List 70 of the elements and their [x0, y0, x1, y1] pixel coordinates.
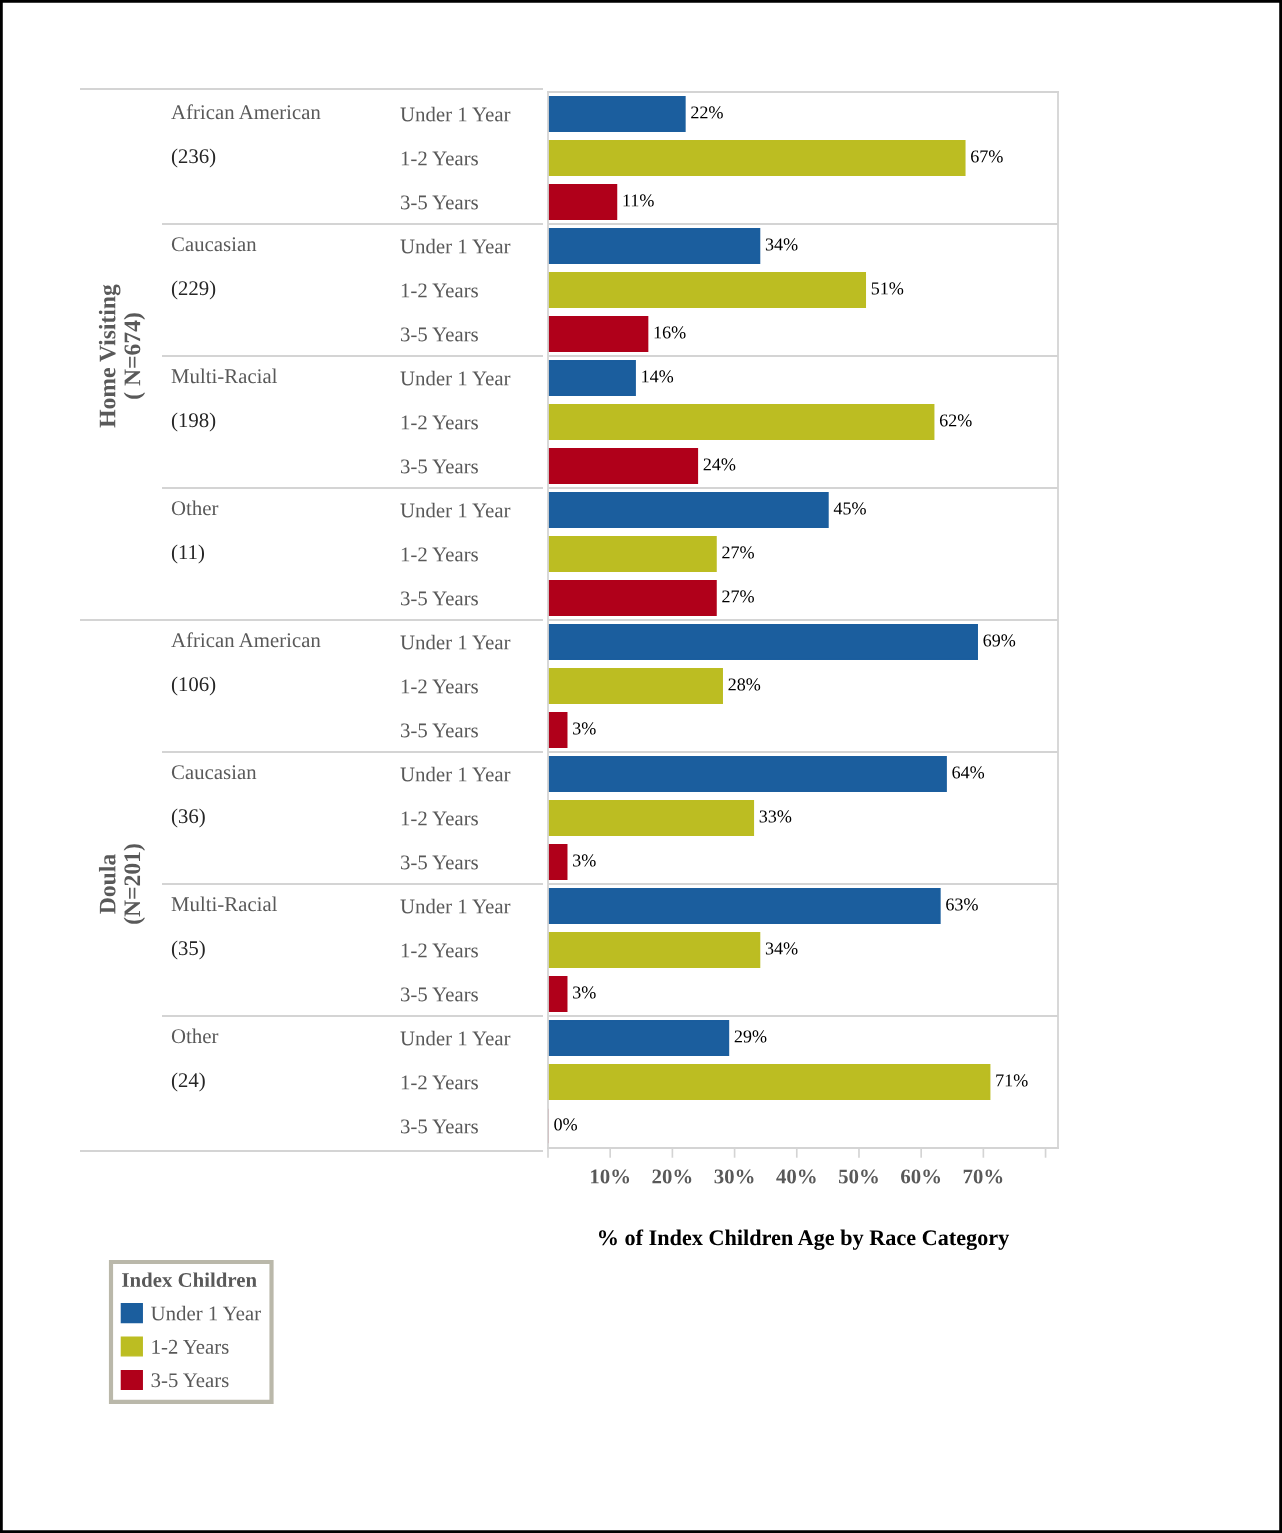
- data-label: 63%: [946, 898, 978, 911]
- y-tick-label: Under 1 Year: [400, 634, 511, 650]
- data-label: 27%: [722, 546, 754, 559]
- x-tick-label: 40%: [776, 1169, 816, 1184]
- y-tick-label: Under 1 Year: [400, 370, 511, 386]
- text: Other (11): [171, 500, 219, 564]
- x-tick-label: 30%: [714, 1169, 754, 1184]
- data-label: 64%: [952, 766, 985, 779]
- data-label: 3%: [573, 986, 596, 999]
- data-label: 51%: [871, 282, 904, 295]
- data-label: 34%: [765, 238, 798, 251]
- y-tick-label: 3-5 Years: [401, 327, 478, 342]
- data-label: 62%: [939, 414, 972, 427]
- y-tick-label: 1-2 Years: [401, 679, 478, 694]
- y-tick-label: 3-5 Years: [401, 855, 478, 870]
- y-tick-label: 1-2 Years: [401, 415, 478, 430]
- data-label: 67%: [971, 150, 1003, 163]
- text: African American (106): [171, 632, 321, 696]
- y-tick-label: 1-2 Years: [401, 151, 478, 166]
- text: Caucasian (229): [171, 237, 257, 300]
- data-label: 3%: [573, 854, 596, 867]
- x-axis-title: % of Index Children Age by Race Category: [599, 1229, 1010, 1250]
- y-tick-label: 1-2 Years: [401, 811, 478, 826]
- data-label: 27%: [722, 590, 754, 603]
- x-tick-label: 50%: [838, 1169, 878, 1184]
- data-label: 69%: [983, 634, 1016, 647]
- x-tick-label: 20%: [652, 1169, 692, 1184]
- x-tick-label: 10%: [591, 1169, 630, 1184]
- y-tick-label: 1-2 Years: [401, 547, 478, 562]
- legend-label: 3-5 Years: [151, 1373, 229, 1388]
- y-tick-label: 1-2 Years: [401, 943, 478, 958]
- y-tick-label: 3-5 Years: [401, 591, 478, 606]
- data-label: 45%: [833, 502, 866, 515]
- data-label: 33%: [759, 810, 792, 823]
- y-tick-label: 3-5 Years: [401, 987, 478, 1002]
- data-label: 14%: [642, 370, 674, 383]
- x-tick-label: 70%: [963, 1169, 1003, 1184]
- y-tick-label: Under 1 Year: [400, 898, 511, 914]
- data-label: 29%: [734, 1030, 767, 1043]
- y-tick-label: 1-2 Years: [401, 283, 478, 298]
- y-tick-label: Under 1 Year: [400, 502, 511, 518]
- y-tick-label: 1-2 Years: [401, 1075, 478, 1090]
- y-tick-label: Under 1 Year: [400, 1030, 511, 1046]
- y-tick-label: Under 1 Year: [400, 766, 511, 782]
- data-label: 3%: [573, 722, 596, 735]
- text: Multi-Racial (198): [171, 368, 278, 432]
- data-label: 28%: [728, 678, 761, 691]
- text: Home Visiting ( N=674): [98, 284, 146, 428]
- data-label: 24%: [703, 458, 736, 471]
- y-tick-label: 3-5 Years: [401, 459, 478, 474]
- legend-title: Index Children: [122, 1272, 257, 1288]
- data-label: 71%: [996, 1074, 1028, 1087]
- y-tick-label: 3-5 Years: [401, 1119, 478, 1134]
- text: African American (236): [171, 104, 321, 168]
- data-label: 11%: [623, 194, 654, 207]
- legend-label: 1-2 Years: [152, 1339, 229, 1354]
- data-label: 22%: [691, 106, 723, 119]
- data-label: 34%: [765, 942, 798, 955]
- y-tick-label: Under 1 Year: [400, 106, 511, 122]
- data-label: 16%: [654, 326, 686, 339]
- text: Doula (N=201): [98, 844, 146, 924]
- text: Other (24): [171, 1028, 219, 1092]
- y-tick-label: 3-5 Years: [401, 195, 478, 210]
- legend-label: Under 1 Year: [151, 1305, 261, 1321]
- data-label: 0%: [554, 1118, 578, 1131]
- y-tick-label: Under 1 Year: [400, 238, 511, 254]
- text: Multi-Racial (35): [171, 896, 278, 960]
- y-tick-label: 3-5 Years: [401, 723, 478, 738]
- x-tick-label: 60%: [901, 1169, 941, 1184]
- text: Caucasian (36): [171, 765, 257, 828]
